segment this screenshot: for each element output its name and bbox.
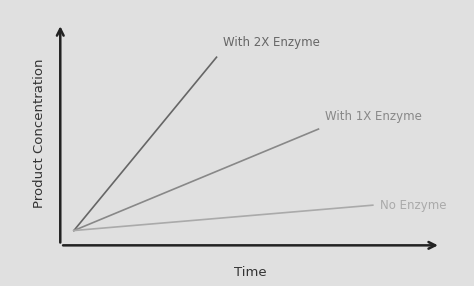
Text: Product Concentration: Product Concentration xyxy=(33,59,46,208)
Text: Time: Time xyxy=(234,267,267,279)
Text: With 1X Enzyme: With 1X Enzyme xyxy=(325,110,422,123)
Text: No Enzyme: No Enzyme xyxy=(380,199,446,212)
Text: With 2X Enzyme: With 2X Enzyme xyxy=(223,36,320,49)
